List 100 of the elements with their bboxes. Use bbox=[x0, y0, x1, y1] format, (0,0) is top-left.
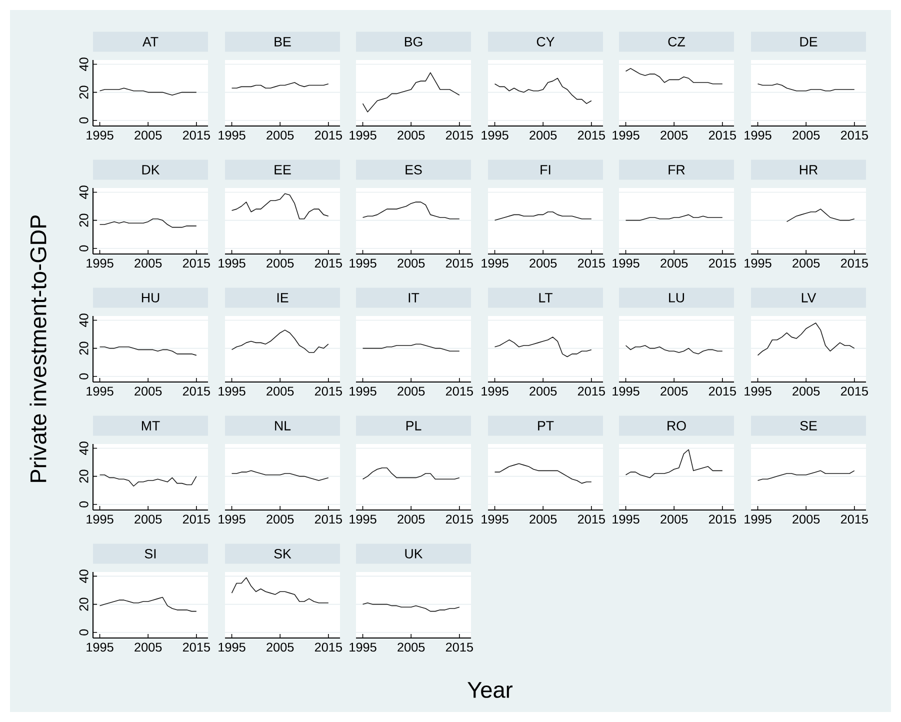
chart-title: CY bbox=[536, 37, 554, 46]
x-tick-label: 1995 bbox=[612, 258, 640, 268]
chart-title: FI bbox=[540, 165, 550, 174]
x-tick-label: 1995 bbox=[350, 386, 376, 396]
chart-title: IE bbox=[277, 293, 288, 302]
chart-title: DE bbox=[800, 37, 818, 46]
y-tick-label: 40 bbox=[79, 442, 88, 455]
y-tick-label: 0 bbox=[79, 117, 88, 124]
x-tick-label: 2005 bbox=[266, 258, 294, 268]
y-tick-label: 40 bbox=[79, 58, 88, 71]
chart-title: LV bbox=[802, 293, 816, 302]
chart-title: LU bbox=[669, 293, 684, 302]
chart-title: MT bbox=[142, 421, 160, 430]
y-tick-label: 0 bbox=[79, 501, 88, 508]
x-tick-label: 2015 bbox=[708, 386, 736, 396]
chart-title: UK bbox=[405, 549, 423, 558]
x-tick-label: 2005 bbox=[530, 514, 557, 524]
x-tick-label: 1995 bbox=[350, 514, 376, 524]
chart-title: SE bbox=[800, 421, 817, 430]
x-tick-label: 1995 bbox=[482, 514, 508, 524]
chart-title: HU bbox=[142, 293, 160, 302]
chart-title: PT bbox=[538, 421, 554, 430]
x-tick-label: 2015 bbox=[708, 514, 736, 524]
y-tick-label: 20 bbox=[79, 86, 88, 99]
x-tick-label: 1995 bbox=[350, 642, 376, 652]
x-tick-label: 1995 bbox=[350, 258, 376, 268]
x-tick-label: 2005 bbox=[792, 130, 820, 140]
chart-title: BG bbox=[404, 37, 422, 46]
x-tick-label: 1995 bbox=[218, 258, 246, 268]
x-tick-label: 2015 bbox=[314, 258, 342, 268]
chart-title: NL bbox=[275, 421, 291, 430]
x-tick-label: 2005 bbox=[134, 514, 162, 524]
x-tick-label: 2015 bbox=[840, 514, 868, 524]
x-tick-label: 2015 bbox=[182, 514, 210, 524]
y-tick-label: 20 bbox=[79, 342, 88, 355]
x-tick-label: 2015 bbox=[708, 258, 736, 268]
x-tick-label: 2015 bbox=[182, 642, 210, 652]
x-tick-label: 1995 bbox=[86, 642, 114, 652]
chart-title: IT bbox=[408, 293, 420, 302]
x-tick-label: 1995 bbox=[86, 130, 114, 140]
x-tick-label: 1995 bbox=[744, 514, 772, 524]
chart-title: ES bbox=[406, 165, 422, 174]
x-tick-label: 2015 bbox=[314, 514, 342, 524]
x-tick-label: 1995 bbox=[86, 258, 114, 268]
x-tick-label: 2015 bbox=[314, 642, 342, 652]
x-tick-label: 2015 bbox=[446, 386, 473, 396]
x-tick-label: 2005 bbox=[660, 130, 688, 140]
chart-title: EE bbox=[274, 165, 291, 174]
y-tick-label: 0 bbox=[79, 245, 88, 252]
chart-title: FR bbox=[668, 165, 685, 174]
x-tick-label: 1995 bbox=[218, 130, 246, 140]
x-tick-label: 2015 bbox=[578, 130, 605, 140]
chart-title: SK bbox=[274, 549, 292, 558]
x-tick-label: 1995 bbox=[86, 514, 114, 524]
x-tick-label: 2005 bbox=[398, 258, 425, 268]
y-tick-label: 20 bbox=[79, 470, 88, 483]
x-axis-title: Year bbox=[468, 682, 513, 698]
chart-title: PL bbox=[406, 421, 422, 430]
x-tick-label: 1995 bbox=[744, 130, 772, 140]
x-tick-label: 2015 bbox=[314, 130, 342, 140]
y-tick-label: 40 bbox=[79, 186, 88, 199]
x-tick-label: 1995 bbox=[482, 258, 508, 268]
x-tick-label: 1995 bbox=[744, 258, 772, 268]
x-tick-label: 2005 bbox=[792, 386, 820, 396]
x-tick-label: 1995 bbox=[218, 386, 246, 396]
y-tick-label: 20 bbox=[79, 598, 88, 611]
chart-title: LT bbox=[539, 293, 552, 302]
x-tick-label: 1995 bbox=[612, 386, 640, 396]
x-tick-label: 2005 bbox=[530, 130, 557, 140]
x-tick-label: 2005 bbox=[792, 514, 820, 524]
y-tick-label: 40 bbox=[79, 570, 88, 583]
x-tick-label: 2015 bbox=[840, 258, 868, 268]
x-tick-label: 2015 bbox=[578, 386, 605, 396]
y-tick-label: 0 bbox=[79, 373, 88, 380]
x-tick-label: 2005 bbox=[530, 386, 557, 396]
x-tick-label: 1995 bbox=[218, 514, 246, 524]
x-tick-label: 2015 bbox=[182, 130, 210, 140]
x-tick-label: 1995 bbox=[218, 642, 246, 652]
line-series bbox=[99, 474, 197, 487]
x-tick-label: 2005 bbox=[134, 642, 162, 652]
y-axis-title: Private investment-to-GDP bbox=[30, 215, 46, 482]
x-tick-label: 2015 bbox=[840, 386, 868, 396]
chart-title: SI bbox=[144, 549, 156, 558]
x-tick-label: 1995 bbox=[86, 386, 114, 396]
x-tick-label: 2015 bbox=[578, 514, 605, 524]
chart-title: AT bbox=[142, 37, 158, 46]
x-tick-label: 2005 bbox=[398, 130, 425, 140]
x-tick-label: 1995 bbox=[612, 514, 640, 524]
x-tick-label: 2005 bbox=[792, 258, 820, 268]
x-tick-label: 2005 bbox=[266, 514, 294, 524]
x-tick-label: 1995 bbox=[350, 130, 376, 140]
x-tick-label: 2015 bbox=[446, 642, 473, 652]
chart-title: CZ bbox=[668, 37, 685, 46]
x-tick-label: 2005 bbox=[660, 386, 688, 396]
x-tick-label: 2015 bbox=[840, 130, 868, 140]
x-tick-label: 2015 bbox=[182, 258, 210, 268]
y-tick-label: 0 bbox=[79, 629, 88, 636]
x-tick-label: 2005 bbox=[134, 258, 162, 268]
chart-title: BE bbox=[274, 37, 291, 46]
x-tick-label: 2015 bbox=[446, 258, 473, 268]
